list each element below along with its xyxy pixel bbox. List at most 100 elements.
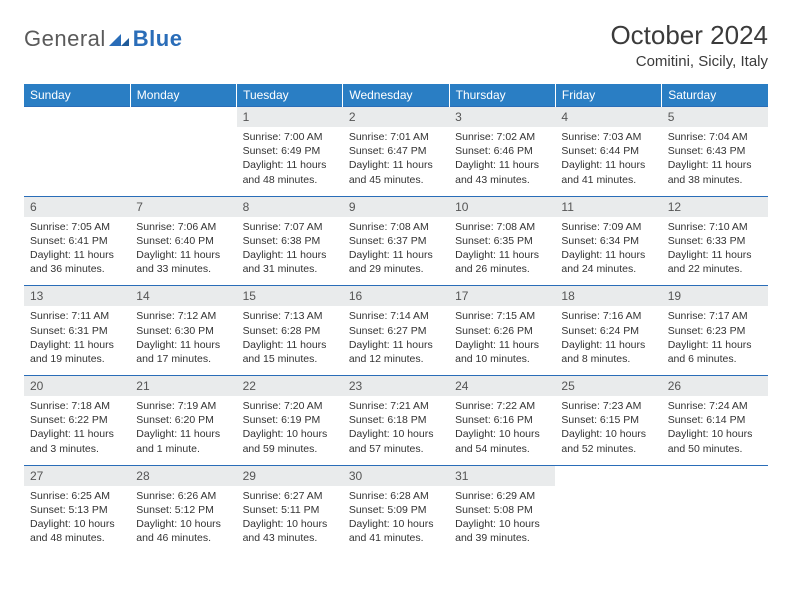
sunset-text: Sunset: 5:09 PM (349, 503, 443, 517)
calendar-row: 27Sunrise: 6:25 AMSunset: 5:13 PMDayligh… (24, 465, 768, 554)
calendar-cell: 9Sunrise: 7:08 AMSunset: 6:37 PMDaylight… (343, 196, 449, 286)
day-number: 5 (662, 107, 768, 127)
sunset-text: Sunset: 6:33 PM (668, 234, 762, 248)
day-body: Sunrise: 7:16 AMSunset: 6:24 PMDaylight:… (555, 306, 661, 375)
day-body: Sunrise: 7:03 AMSunset: 6:44 PMDaylight:… (555, 127, 661, 196)
weekday-header: Tuesday (237, 84, 343, 107)
day-number: 14 (130, 286, 236, 306)
sunrise-text: Sunrise: 7:21 AM (349, 399, 443, 413)
calendar-cell: 28Sunrise: 6:26 AMSunset: 5:12 PMDayligh… (130, 465, 236, 554)
daylight-text: Daylight: 11 hours and 1 minute. (136, 427, 230, 455)
sunset-text: Sunset: 6:43 PM (668, 144, 762, 158)
calendar-cell: 24Sunrise: 7:22 AMSunset: 6:16 PMDayligh… (449, 376, 555, 466)
sunrise-text: Sunrise: 7:08 AM (349, 220, 443, 234)
day-body: Sunrise: 7:12 AMSunset: 6:30 PMDaylight:… (130, 306, 236, 375)
day-body: Sunrise: 7:11 AMSunset: 6:31 PMDaylight:… (24, 306, 130, 375)
day-number: 11 (555, 197, 661, 217)
sunrise-text: Sunrise: 7:01 AM (349, 130, 443, 144)
day-body: Sunrise: 7:04 AMSunset: 6:43 PMDaylight:… (662, 127, 768, 196)
sunrise-text: Sunrise: 7:06 AM (136, 220, 230, 234)
calendar-cell: 16Sunrise: 7:14 AMSunset: 6:27 PMDayligh… (343, 286, 449, 376)
sunrise-text: Sunrise: 7:07 AM (243, 220, 337, 234)
day-number: 13 (24, 286, 130, 306)
calendar-row: 6Sunrise: 7:05 AMSunset: 6:41 PMDaylight… (24, 196, 768, 286)
sunset-text: Sunset: 6:37 PM (349, 234, 443, 248)
sunset-text: Sunset: 6:16 PM (455, 413, 549, 427)
brand-text-general: General (24, 26, 106, 52)
daylight-text: Daylight: 11 hours and 45 minutes. (349, 158, 443, 186)
calendar-cell: 2Sunrise: 7:01 AMSunset: 6:47 PMDaylight… (343, 107, 449, 197)
sunset-text: Sunset: 6:38 PM (243, 234, 337, 248)
day-body: Sunrise: 6:28 AMSunset: 5:09 PMDaylight:… (343, 486, 449, 555)
daylight-text: Daylight: 10 hours and 43 minutes. (243, 517, 337, 545)
sunrise-text: Sunrise: 7:16 AM (561, 309, 655, 323)
day-number: 30 (343, 466, 449, 486)
day-number: 28 (130, 466, 236, 486)
calendar-cell: 5Sunrise: 7:04 AMSunset: 6:43 PMDaylight… (662, 107, 768, 197)
daylight-text: Daylight: 11 hours and 31 minutes. (243, 248, 337, 276)
day-number: 7 (130, 197, 236, 217)
calendar-cell: 3Sunrise: 7:02 AMSunset: 6:46 PMDaylight… (449, 107, 555, 197)
daylight-text: Daylight: 11 hours and 8 minutes. (561, 338, 655, 366)
sunset-text: Sunset: 5:12 PM (136, 503, 230, 517)
sunrise-text: Sunrise: 7:17 AM (668, 309, 762, 323)
day-number: 4 (555, 107, 661, 127)
daylight-text: Daylight: 11 hours and 36 minutes. (30, 248, 124, 276)
day-body: Sunrise: 6:26 AMSunset: 5:12 PMDaylight:… (130, 486, 236, 555)
weekday-header: Saturday (662, 84, 768, 107)
day-number: 2 (343, 107, 449, 127)
sunrise-text: Sunrise: 7:00 AM (243, 130, 337, 144)
daylight-text: Daylight: 11 hours and 33 minutes. (136, 248, 230, 276)
day-body: Sunrise: 7:07 AMSunset: 6:38 PMDaylight:… (237, 217, 343, 286)
calendar-row: 13Sunrise: 7:11 AMSunset: 6:31 PMDayligh… (24, 286, 768, 376)
day-body: Sunrise: 6:29 AMSunset: 5:08 PMDaylight:… (449, 486, 555, 555)
day-body: Sunrise: 7:17 AMSunset: 6:23 PMDaylight:… (662, 306, 768, 375)
weekday-header: Friday (555, 84, 661, 107)
calendar-cell: 29Sunrise: 6:27 AMSunset: 5:11 PMDayligh… (237, 465, 343, 554)
daylight-text: Daylight: 11 hours and 12 minutes. (349, 338, 443, 366)
calendar-cell: 26Sunrise: 7:24 AMSunset: 6:14 PMDayligh… (662, 376, 768, 466)
day-number: 26 (662, 376, 768, 396)
calendar-cell: 31Sunrise: 6:29 AMSunset: 5:08 PMDayligh… (449, 465, 555, 554)
daylight-text: Daylight: 10 hours and 46 minutes. (136, 517, 230, 545)
day-number: 18 (555, 286, 661, 306)
sunrise-text: Sunrise: 7:05 AM (30, 220, 124, 234)
day-number: 31 (449, 466, 555, 486)
weekday-header: Wednesday (343, 84, 449, 107)
sunrise-text: Sunrise: 7:11 AM (30, 309, 124, 323)
sunrise-text: Sunrise: 7:20 AM (243, 399, 337, 413)
calendar-cell: 7 Sunrise: 7:06 AMSunset: 6:40 PMDaylight… (130, 196, 236, 286)
sunset-text: Sunset: 6:15 PM (561, 413, 655, 427)
daylight-text: Daylight: 10 hours and 39 minutes. (455, 517, 549, 545)
day-body: Sunrise: 7:19 AMSunset: 6:20 PMDaylight:… (130, 396, 236, 465)
triangle-icon (109, 32, 129, 46)
page: General Blue October 2024 Comitini, Sici… (0, 0, 792, 574)
calendar-cell: 18Sunrise: 7:16 AMSunset: 6:24 PMDayligh… (555, 286, 661, 376)
day-number: 23 (343, 376, 449, 396)
sunrise-text: Sunrise: 7:03 AM (561, 130, 655, 144)
sunset-text: Sunset: 6:40 PM (136, 234, 230, 248)
daylight-text: Daylight: 11 hours and 17 minutes. (136, 338, 230, 366)
sunrise-text: Sunrise: 7:08 AM (455, 220, 549, 234)
calendar-cell: 23Sunrise: 7:21 AMSunset: 6:18 PMDayligh… (343, 376, 449, 466)
sunrise-text: Sunrise: 7:22 AM (455, 399, 549, 413)
day-number: 21 (130, 376, 236, 396)
calendar-cell: 15Sunrise: 7:13 AMSunset: 6:28 PMDayligh… (237, 286, 343, 376)
sunrise-text: Sunrise: 7:14 AM (349, 309, 443, 323)
day-body: Sunrise: 7:23 AMSunset: 6:15 PMDaylight:… (555, 396, 661, 465)
daylight-text: Daylight: 11 hours and 48 minutes. (243, 158, 337, 186)
daylight-text: Daylight: 11 hours and 29 minutes. (349, 248, 443, 276)
day-body: Sunrise: 7:15 AMSunset: 6:26 PMDaylight:… (449, 306, 555, 375)
day-body: Sunrise: 7:10 AMSunset: 6:33 PMDaylight:… (662, 217, 768, 286)
sunset-text: Sunset: 6:22 PM (30, 413, 124, 427)
sunrise-text: Sunrise: 7:10 AM (668, 220, 762, 234)
calendar-cell: 8Sunrise: 7:07 AMSunset: 6:38 PMDaylight… (237, 196, 343, 286)
daylight-text: Daylight: 11 hours and 22 minutes. (668, 248, 762, 276)
daylight-text: Daylight: 11 hours and 41 minutes. (561, 158, 655, 186)
daylight-text: Daylight: 10 hours and 48 minutes. (30, 517, 124, 545)
daylight-text: Daylight: 11 hours and 38 minutes. (668, 158, 762, 186)
calendar-cell: 20Sunrise: 7:18 AMSunset: 6:22 PMDayligh… (24, 376, 130, 466)
day-number: 6 (24, 197, 130, 217)
sunset-text: Sunset: 5:08 PM (455, 503, 549, 517)
calendar-cell: 22Sunrise: 7:20 AMSunset: 6:19 PMDayligh… (237, 376, 343, 466)
